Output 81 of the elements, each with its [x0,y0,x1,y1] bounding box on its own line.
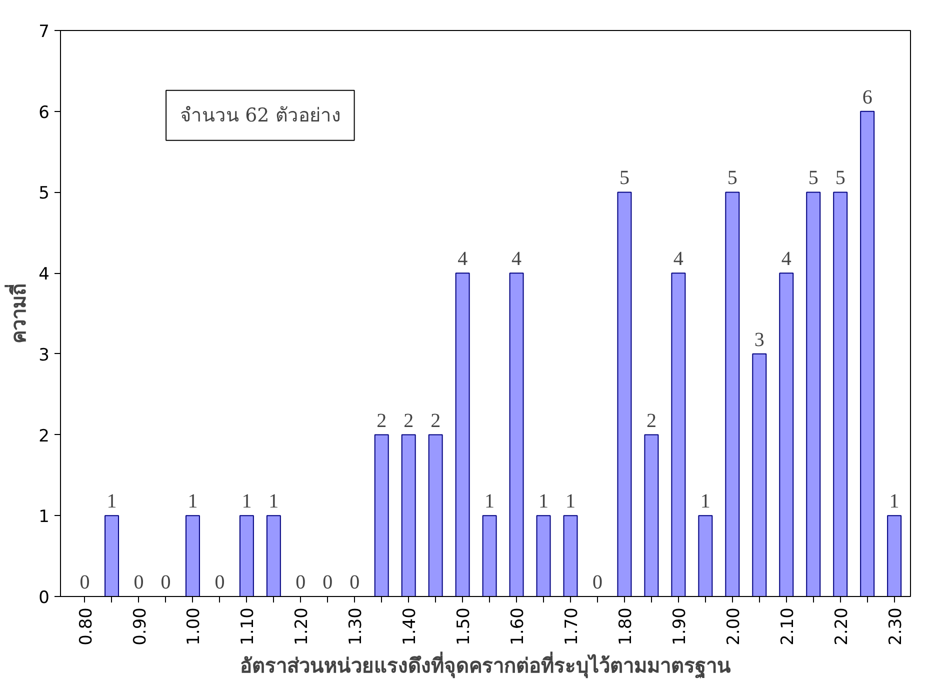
bar [104,515,120,596]
x-tick-label: 1.80 [616,607,636,646]
data-label: 2 [646,410,656,432]
x-tick-label: 2.10 [778,607,798,646]
bar [617,192,632,596]
x-tick-label: 1.40 [400,607,420,646]
bar [401,434,416,596]
data-label: 4 [512,248,522,270]
bar [266,515,281,596]
data-label: 0 [134,572,144,594]
bar [644,434,659,596]
data-label: 1 [242,490,252,513]
data-label: 5 [808,167,818,190]
data-label: 4 [673,248,684,270]
y-tick-label: 7 [38,22,50,42]
data-label: 0 [350,572,360,594]
bar [428,434,443,596]
data-label: 1 [188,490,198,513]
y-tick-label: 6 [38,102,50,123]
data-label: 5 [619,167,630,190]
y-tick-label: 0 [38,588,50,608]
data-label: 1 [484,490,495,513]
data-label: 0 [160,572,171,594]
x-tick-label: 1.00 [184,607,204,646]
bar [455,272,470,596]
x-tick-label: 1.20 [292,607,312,646]
y-tick-label: 3 [38,345,50,366]
x-tick-label: 1.10 [238,607,258,646]
bar [833,192,848,596]
x-tick-label: 0.80 [76,607,96,646]
bar [185,515,200,596]
data-label: 2 [404,410,414,432]
x-tick-label: 0.90 [130,607,150,646]
data-label: 1 [538,490,549,513]
data-label: 0 [80,572,90,594]
data-label: 0 [214,572,225,594]
bar [887,515,902,596]
bar [509,272,524,596]
data-label: 2 [430,410,441,432]
data-label: 4 [781,248,792,270]
data-label: 1 [106,490,117,513]
data-label: 5 [835,167,846,190]
x-tick-label: 2.20 [832,607,852,646]
annotation: จำนวน 62 ตัวอย่าง [180,104,340,126]
bar [698,515,713,596]
bar [752,353,767,596]
data-label: 0 [296,572,306,594]
data-label: 3 [754,328,764,351]
y-tick-label: 4 [38,264,50,285]
y-tick-label: 5 [38,184,50,204]
data-label: 2 [376,410,387,432]
bar [239,515,254,596]
bar [806,192,821,596]
data-label: 0 [322,572,333,594]
data-label: 4 [458,248,468,270]
bar [536,515,551,596]
bar [779,272,794,596]
x-axis-title: อัตราส่วนหน่วยแรงดึงที่จุดครากต่อที่ระบุไว้ตามมาตรฐาน [240,650,731,680]
x-tick-label: 1.70 [562,607,582,646]
data-label: 1 [700,490,710,513]
y-tick-label: 2 [38,426,50,446]
data-label: 1 [889,490,900,513]
bar [671,272,686,596]
data-label: 1 [268,490,279,513]
bar [374,434,389,596]
x-tick-label: 1.60 [508,607,528,646]
data-label: 6 [862,86,872,108]
bar [725,192,740,596]
x-tick-label: 2.00 [724,607,744,646]
x-tick-label: 1.50 [454,607,474,646]
bar [563,515,578,596]
x-tick-label: 1.30 [346,607,366,646]
y-tick-label: 1 [38,507,50,528]
x-tick-label: 1.90 [670,607,690,646]
bar [860,110,875,596]
data-label: 5 [727,167,738,190]
data-label: 0 [592,572,602,594]
data-label: 1 [566,490,576,513]
x-tick-label: 2.30 [886,607,906,646]
y-axis-title: ความถี่ [4,284,31,344]
bar [482,515,497,596]
